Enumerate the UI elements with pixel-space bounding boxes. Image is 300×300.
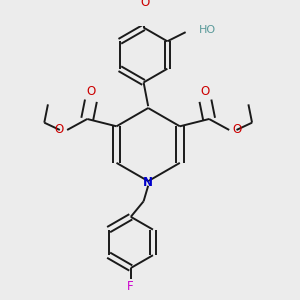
Text: O: O (201, 85, 210, 98)
Text: O: O (86, 85, 95, 98)
Text: O: O (140, 0, 149, 9)
Text: F: F (127, 280, 133, 293)
Text: N: N (143, 176, 153, 189)
Text: O: O (54, 124, 64, 136)
Text: O: O (233, 124, 242, 136)
Text: HO: HO (198, 25, 216, 35)
